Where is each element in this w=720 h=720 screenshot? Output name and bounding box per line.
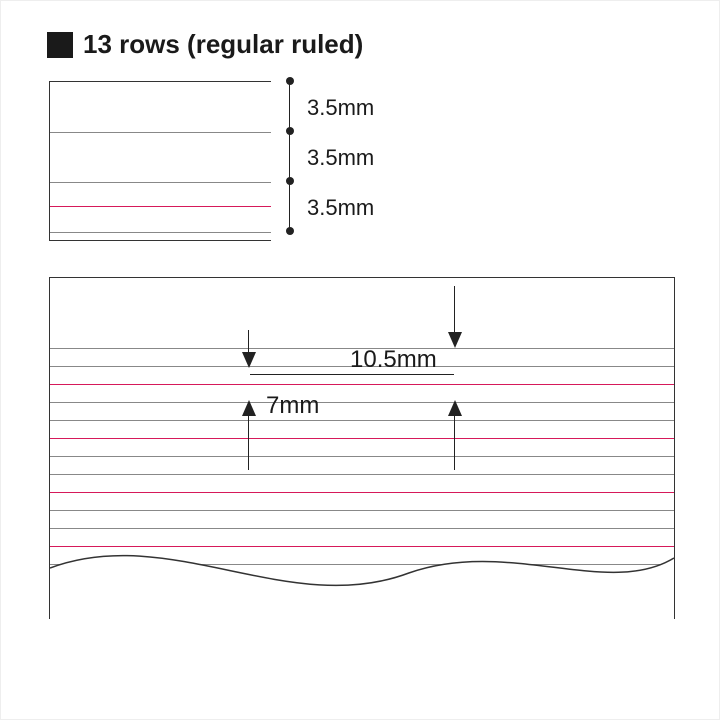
arrow-shaft bbox=[248, 414, 249, 470]
dimension-dot bbox=[286, 127, 294, 135]
canvas: 13 rows (regular ruled) 3.5mm 3.5mm 3.5m… bbox=[0, 0, 720, 720]
dimension-label: 3.5mm bbox=[307, 145, 374, 171]
dimension-label: 3.5mm bbox=[307, 195, 374, 221]
ten-five-mm-label: 10.5mm bbox=[350, 346, 437, 374]
title-text: 13 rows (regular ruled) bbox=[83, 29, 363, 60]
lower-line-red bbox=[50, 384, 674, 385]
upper-line bbox=[50, 182, 271, 183]
lower-line bbox=[50, 510, 674, 511]
lower-line bbox=[50, 528, 674, 529]
arrow-shaft bbox=[454, 414, 455, 470]
upper-ruled-block bbox=[49, 81, 271, 241]
lower-line bbox=[50, 564, 674, 565]
dimension-dot bbox=[286, 77, 294, 85]
lower-line-red bbox=[50, 492, 674, 493]
dimension-column: 3.5mm 3.5mm 3.5mm bbox=[283, 81, 403, 241]
lower-line bbox=[50, 456, 674, 457]
arrow-shaft bbox=[248, 330, 249, 354]
lower-ruled-block: 7mm 10.5mm bbox=[49, 277, 675, 619]
label-underline bbox=[250, 374, 454, 375]
lower-line bbox=[50, 420, 674, 421]
title-square-icon bbox=[47, 32, 73, 58]
lower-line bbox=[50, 402, 674, 403]
arrow-shaft bbox=[454, 286, 455, 334]
arrow-down-icon bbox=[448, 332, 462, 348]
title-row: 13 rows (regular ruled) bbox=[47, 29, 363, 60]
arrow-down-icon bbox=[242, 352, 256, 368]
dimension-axis bbox=[289, 81, 290, 231]
lower-line bbox=[50, 474, 674, 475]
arrow-up-icon bbox=[448, 400, 462, 416]
upper-line bbox=[50, 232, 271, 233]
lower-line-red bbox=[50, 438, 674, 439]
upper-line-red bbox=[50, 206, 271, 207]
dimension-dot bbox=[286, 177, 294, 185]
seven-mm-label: 7mm bbox=[266, 392, 319, 420]
upper-line bbox=[50, 132, 271, 133]
torn-edge-icon bbox=[50, 518, 674, 619]
dimension-label: 3.5mm bbox=[307, 95, 374, 121]
arrow-up-icon bbox=[242, 400, 256, 416]
lower-line-red bbox=[50, 546, 674, 547]
dimension-dot bbox=[286, 227, 294, 235]
